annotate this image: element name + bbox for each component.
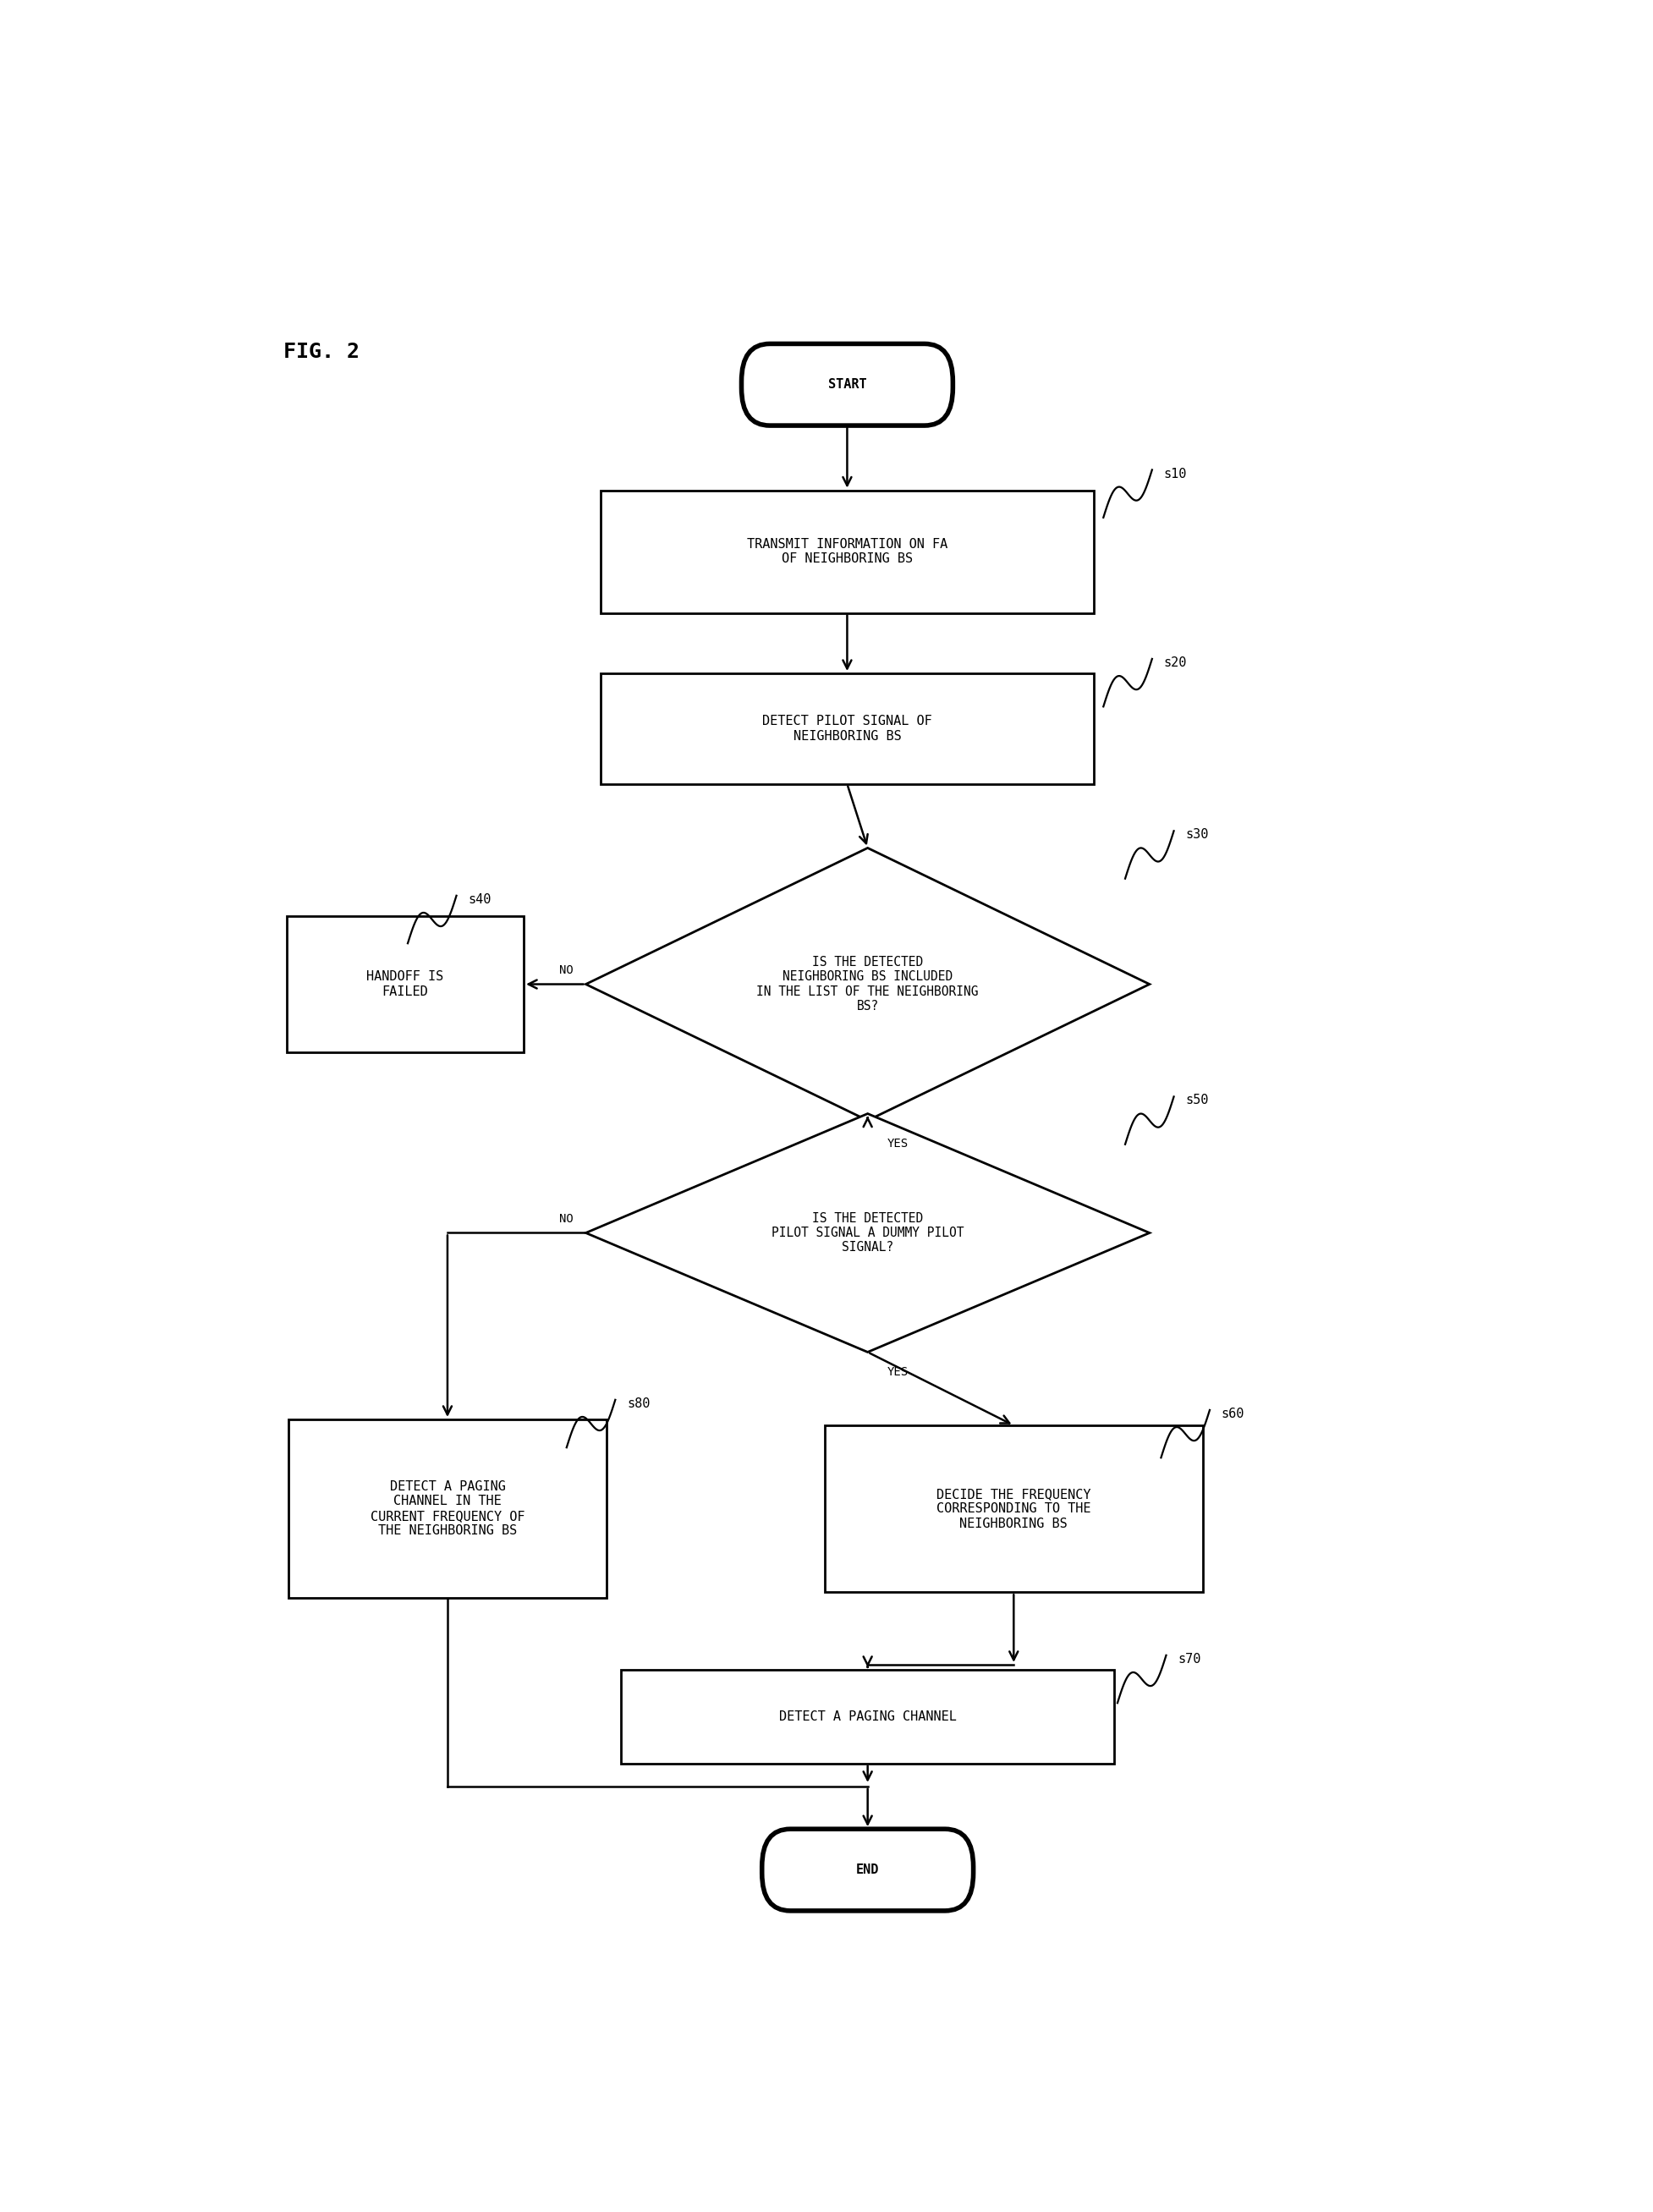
FancyBboxPatch shape xyxy=(762,1829,974,1911)
Text: s50: s50 xyxy=(1185,1095,1208,1106)
FancyBboxPatch shape xyxy=(742,343,952,425)
Text: s20: s20 xyxy=(1164,657,1187,668)
Text: END: END xyxy=(856,1863,879,1876)
Text: s10: s10 xyxy=(1164,467,1187,480)
Text: HANDOFF IS
FAILED: HANDOFF IS FAILED xyxy=(367,971,443,998)
Polygon shape xyxy=(585,1113,1149,1352)
Text: s60: s60 xyxy=(1222,1407,1245,1420)
Bar xyxy=(600,672,1094,783)
Text: NO: NO xyxy=(559,964,574,975)
Bar xyxy=(600,491,1094,613)
Text: DETECT PILOT SIGNAL OF
NEIGHBORING BS: DETECT PILOT SIGNAL OF NEIGHBORING BS xyxy=(762,714,932,743)
Text: DETECT A PAGING CHANNEL: DETECT A PAGING CHANNEL xyxy=(779,1710,957,1723)
Text: s70: s70 xyxy=(1177,1652,1200,1666)
Text: YES: YES xyxy=(888,1137,907,1150)
Bar xyxy=(286,916,524,1053)
Text: s30: s30 xyxy=(1185,830,1208,841)
Text: NO: NO xyxy=(559,1214,574,1225)
Text: IS THE DETECTED
PILOT SIGNAL A DUMMY PILOT
SIGNAL?: IS THE DETECTED PILOT SIGNAL A DUMMY PIL… xyxy=(772,1212,964,1254)
Text: s80: s80 xyxy=(626,1398,650,1409)
Bar xyxy=(289,1420,607,1599)
Text: FIG. 2: FIG. 2 xyxy=(284,343,360,363)
Text: YES: YES xyxy=(888,1365,907,1378)
Polygon shape xyxy=(585,847,1149,1121)
Text: START: START xyxy=(828,378,866,392)
Text: TRANSMIT INFORMATION ON FA
OF NEIGHBORING BS: TRANSMIT INFORMATION ON FA OF NEIGHBORIN… xyxy=(747,538,947,566)
Text: DECIDE THE FREQUENCY
CORRESPONDING TO THE
NEIGHBORING BS: DECIDE THE FREQUENCY CORRESPONDING TO TH… xyxy=(937,1489,1091,1531)
Text: IS THE DETECTED
NEIGHBORING BS INCLUDED
IN THE LIST OF THE NEIGHBORING
BS?: IS THE DETECTED NEIGHBORING BS INCLUDED … xyxy=(757,956,979,1013)
Bar xyxy=(825,1425,1203,1593)
Text: s40: s40 xyxy=(468,894,491,907)
Text: DETECT A PAGING
CHANNEL IN THE
CURRENT FREQUENCY OF
THE NEIGHBORING BS: DETECT A PAGING CHANNEL IN THE CURRENT F… xyxy=(370,1480,524,1537)
Bar xyxy=(622,1670,1114,1763)
